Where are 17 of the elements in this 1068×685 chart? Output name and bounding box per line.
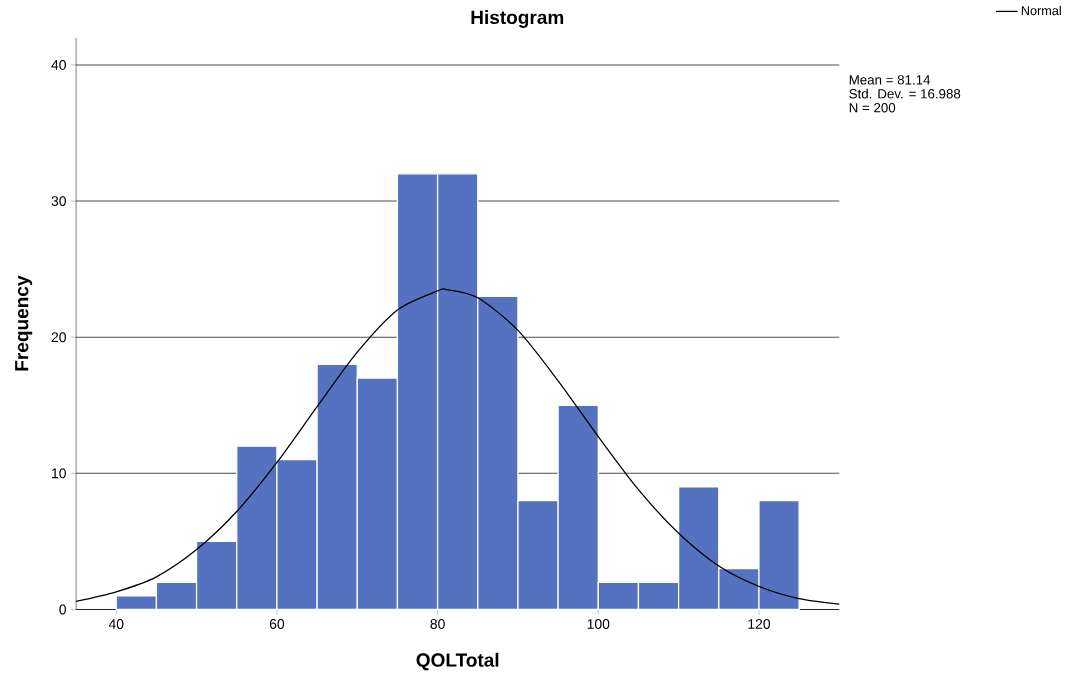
x-tick-label: 60 xyxy=(269,619,285,630)
y-axis-title: Frequency xyxy=(15,275,33,371)
legend-label: Normal xyxy=(1021,6,1061,16)
y-tick-label: 40 xyxy=(51,60,66,71)
y-tick-label: 20 xyxy=(51,332,66,343)
chart-title: Histogram xyxy=(471,10,564,29)
text: Mean = 81.14 xyxy=(849,75,931,85)
x-tick-label: 100 xyxy=(587,619,610,630)
text: Std. Dev. = 16.988 xyxy=(849,88,961,99)
y-tick-label: 30 xyxy=(51,196,66,207)
y-tick-label: 0 xyxy=(59,604,66,615)
text: N = 200 xyxy=(849,103,896,113)
y-tick-label: 10 xyxy=(52,468,66,479)
x-tick-label: 80 xyxy=(430,619,445,630)
x-tick-label: 120 xyxy=(748,619,771,630)
x-tick-label: 40 xyxy=(108,619,124,630)
x-axis-title: QOLTotal xyxy=(416,653,499,671)
